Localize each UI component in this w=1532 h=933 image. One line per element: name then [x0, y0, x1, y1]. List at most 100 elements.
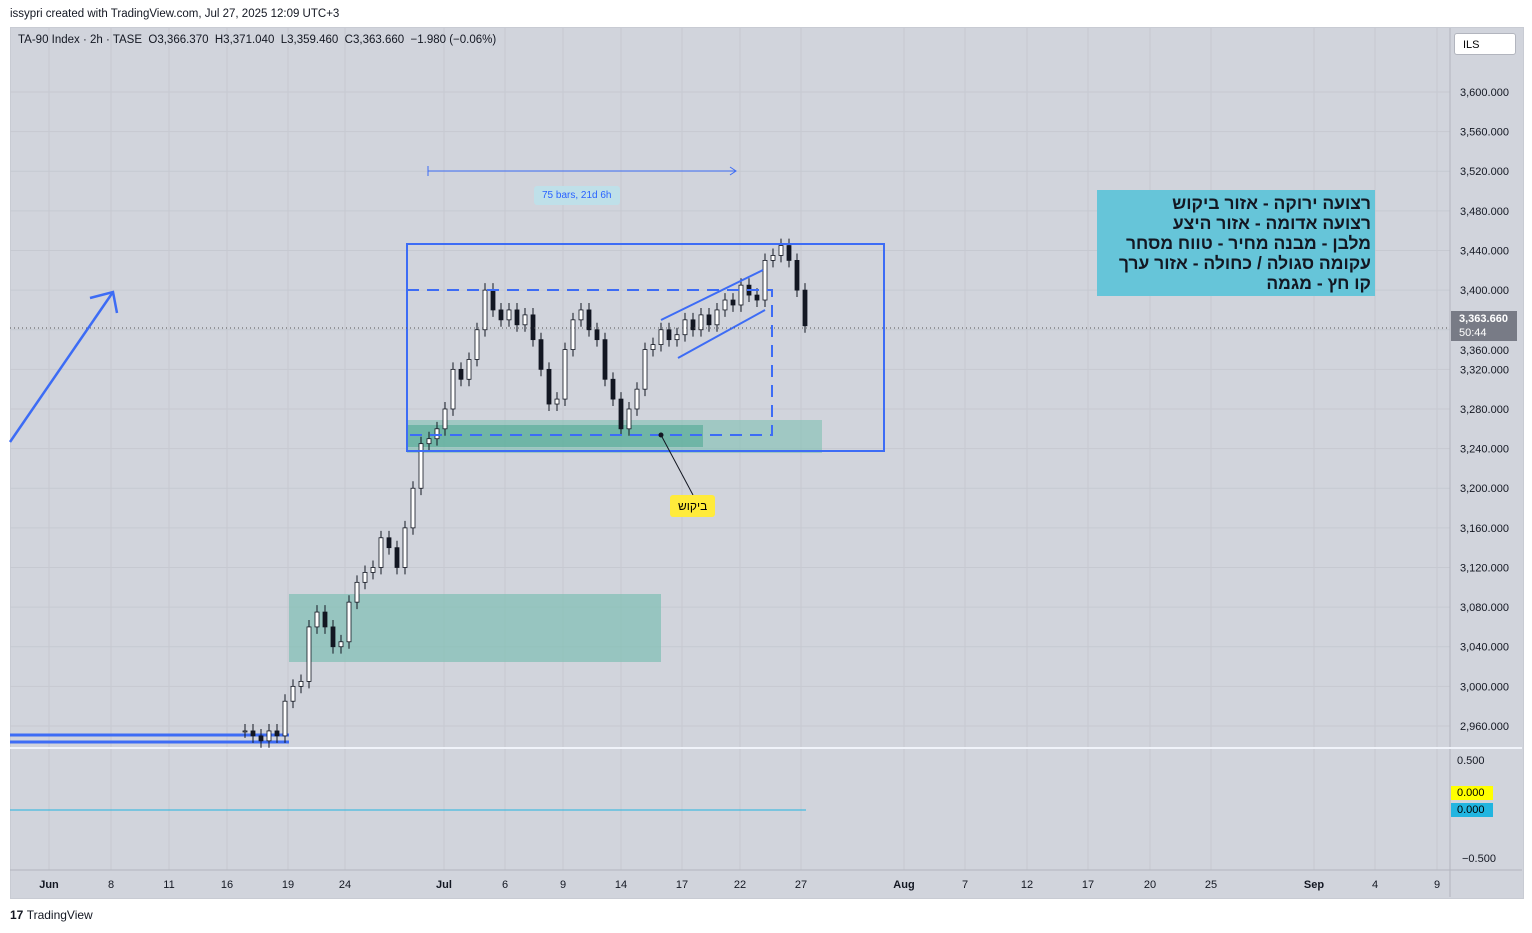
bar-countdown: 50:44	[1459, 327, 1487, 339]
x-tick-label: Sep	[1304, 879, 1324, 891]
x-tick-label: 6	[502, 879, 508, 891]
candle-body	[794, 260, 800, 291]
arrow-head-icon	[89, 290, 119, 314]
candle-body	[610, 378, 616, 400]
trend-arrow	[8, 291, 115, 443]
candle-body	[562, 349, 568, 400]
x-tick-label: 19	[282, 879, 294, 891]
chart-area[interactable]	[10, 27, 1524, 899]
x-tick-label: 12	[1021, 879, 1033, 891]
candle-body	[370, 567, 376, 573]
y-tick-label: 3,040.000	[1460, 642, 1509, 654]
callout-demand[interactable]: ביקוש	[670, 495, 716, 517]
x-tick-label: 9	[1434, 879, 1440, 891]
candle-body	[530, 314, 536, 341]
currency-button[interactable]: ILS	[1454, 33, 1516, 55]
candle-body	[546, 368, 552, 405]
channel-lower	[677, 309, 766, 359]
candle-body	[642, 349, 648, 390]
indicator-value-yellow: 0.000	[1451, 786, 1493, 800]
candle-body	[410, 487, 416, 529]
y-tick-label: 3,080.000	[1460, 602, 1509, 614]
y-tick-label: 3,000.000	[1460, 681, 1509, 693]
y-tick-label: 3,400.000	[1460, 285, 1509, 297]
indicator-tick: 0.500	[1457, 755, 1485, 767]
candle-body	[418, 443, 424, 489]
y-tick-label: 3,440.000	[1460, 245, 1509, 257]
indicator-tick: −0.500	[1462, 853, 1496, 865]
candle-body	[450, 368, 456, 410]
candle-body	[770, 255, 776, 261]
candle-body	[402, 527, 408, 568]
tradingview-logo: 17 TradingView	[10, 908, 93, 922]
candle-body	[762, 260, 768, 301]
candle-body	[386, 537, 392, 549]
x-tick-label: 7	[962, 879, 968, 891]
candle-body	[250, 730, 256, 737]
candle-body	[554, 398, 560, 405]
candle-body	[570, 319, 576, 350]
last-price: 3,363.660	[1459, 313, 1508, 325]
candle-body	[778, 245, 784, 256]
y-tick-label: 2,960.000	[1460, 721, 1509, 733]
candle-body	[266, 730, 272, 742]
note-line: רצועה ירוקה - אזור ביקוש	[1172, 193, 1371, 213]
candle-body	[282, 700, 288, 737]
candle-body	[578, 309, 584, 321]
x-tick-label: Jul	[436, 879, 452, 891]
x-tick-label: Aug	[893, 879, 914, 891]
x-tick-label: Jun	[39, 879, 59, 891]
candle-body	[466, 359, 472, 380]
y-tick-label: 3,320.000	[1460, 364, 1509, 376]
x-tick-label: 20	[1144, 879, 1156, 891]
candle-body	[498, 309, 504, 321]
candle-body	[674, 334, 680, 341]
candle-body	[706, 314, 712, 326]
y-tick-label: 3,240.000	[1460, 444, 1509, 456]
candle-body	[586, 309, 592, 331]
note-line: קו חץ - מגמה	[1266, 273, 1371, 293]
y-tick-label: 3,520.000	[1460, 166, 1509, 178]
dashed-range	[406, 289, 773, 436]
x-tick-label: 11	[163, 879, 174, 891]
note-line: עקומה סגולה / כחולה - אזור ערך	[1118, 253, 1371, 273]
note-line: מלבן - מבנה מחיר - טווח מסחר	[1125, 233, 1371, 253]
candle-body	[474, 329, 480, 360]
y-tick-label: 3,280.000	[1460, 404, 1509, 416]
candle-body	[698, 314, 704, 331]
date-range-arrow-icon	[729, 166, 737, 176]
x-tick-label: 22	[734, 879, 746, 891]
legend-note[interactable]: רצועה ירוקה - אזור ביקוש רצועה אדומה - א…	[1097, 190, 1375, 296]
candle-body	[786, 245, 792, 261]
x-tick-label: 8	[108, 879, 114, 891]
y-tick-label: 3,600.000	[1460, 87, 1509, 99]
candle-body	[738, 284, 744, 306]
candle-body	[394, 547, 400, 568]
channel-upper	[660, 269, 764, 321]
x-tick-label: 27	[795, 879, 807, 891]
candle-body	[802, 289, 808, 327]
candle-body	[690, 319, 696, 331]
candle-body	[714, 309, 720, 326]
candle-body	[626, 408, 632, 430]
x-tick-label: 16	[221, 879, 233, 891]
candle-body	[378, 537, 384, 568]
candle-body	[666, 329, 672, 341]
candle-body	[754, 294, 760, 301]
candle-body	[602, 339, 608, 380]
candle-body	[722, 299, 728, 311]
candle-body	[274, 730, 280, 737]
candle-body	[322, 611, 328, 628]
note-line: רצועה אדומה - אזור היצע	[1172, 213, 1371, 233]
tv-logo-icon: 17	[10, 908, 27, 922]
y-tick-label: 3,480.000	[1460, 206, 1509, 218]
candle-body	[298, 681, 304, 687]
candle-body	[650, 344, 656, 350]
x-tick-label: 14	[615, 879, 627, 891]
x-tick-label: 24	[339, 879, 351, 891]
candle-body	[482, 289, 488, 331]
candle-body	[306, 626, 312, 682]
candle-body	[314, 611, 320, 628]
y-tick-label: 3,200.000	[1460, 483, 1509, 495]
